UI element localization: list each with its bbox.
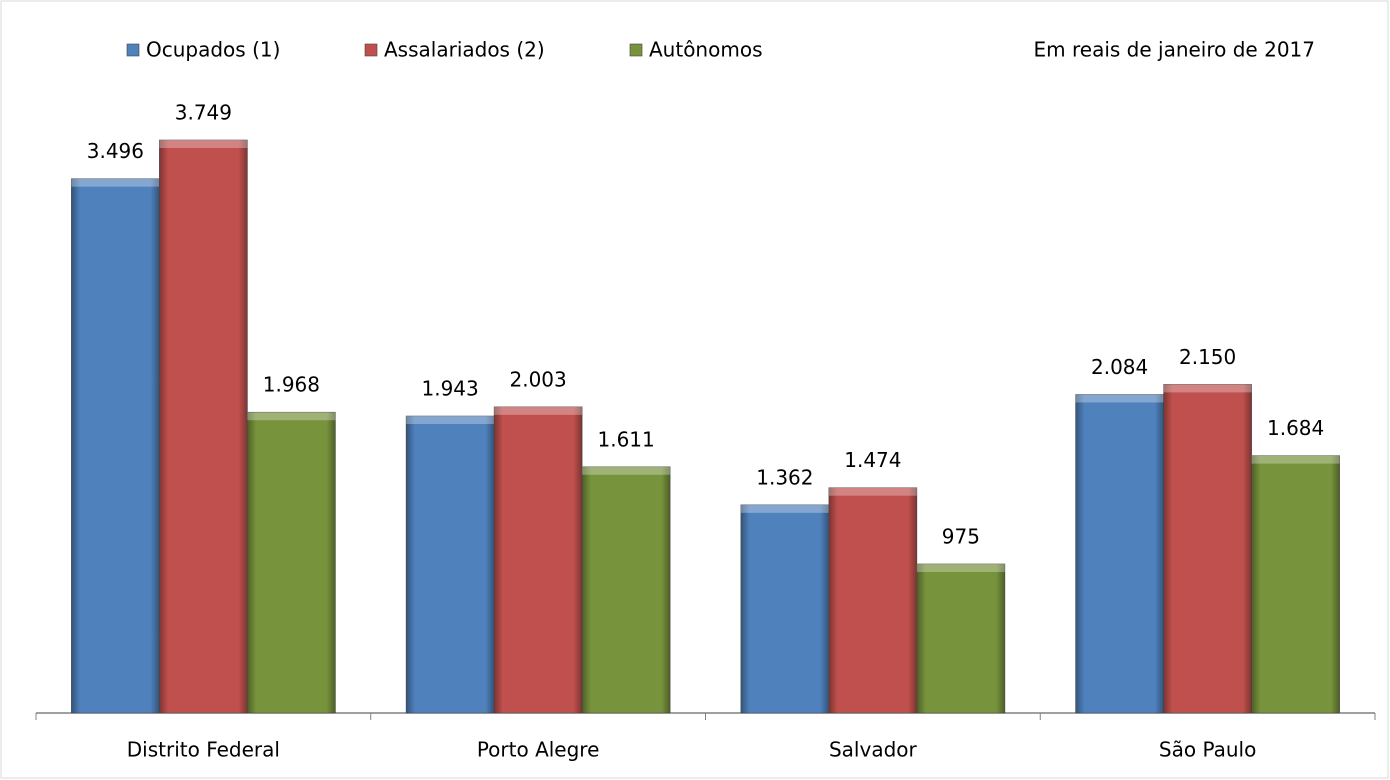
- data-label: 1.968: [263, 373, 320, 397]
- bar-shade: [1075, 394, 1164, 713]
- bar-shade: [494, 406, 583, 713]
- bar-bevel: [406, 416, 495, 425]
- bar-shade: [740, 504, 829, 713]
- subtitle: Em reais de janeiro de 2017: [1034, 38, 1316, 62]
- data-label: 3.749: [175, 101, 232, 125]
- bar-bevel: [1075, 394, 1164, 403]
- bar-shade: [1163, 384, 1252, 713]
- bar-bevel: [159, 140, 248, 148]
- legend-label: Autônomos: [649, 38, 763, 62]
- data-label: 1.362: [756, 465, 813, 489]
- bar-bevel: [916, 563, 1005, 572]
- legend-swatch: [629, 43, 643, 57]
- data-label: 3.496: [87, 139, 144, 163]
- data-label: 2.003: [509, 367, 566, 391]
- bar-shade: [828, 487, 917, 713]
- bar-bevel: [247, 412, 336, 421]
- x-tick-label: São Paulo: [1159, 738, 1256, 762]
- legend-label: Ocupados (1): [146, 38, 280, 62]
- bar-bevel: [1163, 384, 1252, 393]
- bar-shade: [247, 412, 336, 713]
- bar-shade: [1251, 455, 1340, 713]
- bar-shade: [916, 563, 1005, 713]
- x-tick-label: Porto Alegre: [477, 738, 600, 762]
- data-label: 2.084: [1091, 355, 1148, 379]
- data-label: 975: [942, 524, 980, 548]
- legend-swatch: [364, 43, 378, 57]
- bar-shade: [159, 140, 248, 713]
- bar-bevel: [494, 406, 583, 415]
- bar-bevel: [828, 487, 917, 496]
- bar-bevel: [740, 504, 829, 513]
- data-label: 1.684: [1267, 416, 1324, 440]
- bar-shade: [406, 416, 495, 713]
- data-label: 1.611: [597, 427, 654, 451]
- data-label: 1.474: [844, 448, 901, 472]
- x-tick-label: Distrito Federal: [127, 738, 280, 762]
- bar-bevel: [71, 178, 160, 187]
- bar-bevel: [1251, 455, 1340, 464]
- bar-shade: [71, 178, 160, 714]
- data-label: 2.150: [1179, 345, 1236, 369]
- legend-swatch: [126, 43, 140, 57]
- bar-bevel: [582, 466, 671, 475]
- bar-shade: [582, 466, 671, 713]
- x-tick-label: Salvador: [829, 738, 918, 762]
- data-label: 1.943: [421, 377, 478, 401]
- legend-label: Assalariados (2): [384, 38, 545, 62]
